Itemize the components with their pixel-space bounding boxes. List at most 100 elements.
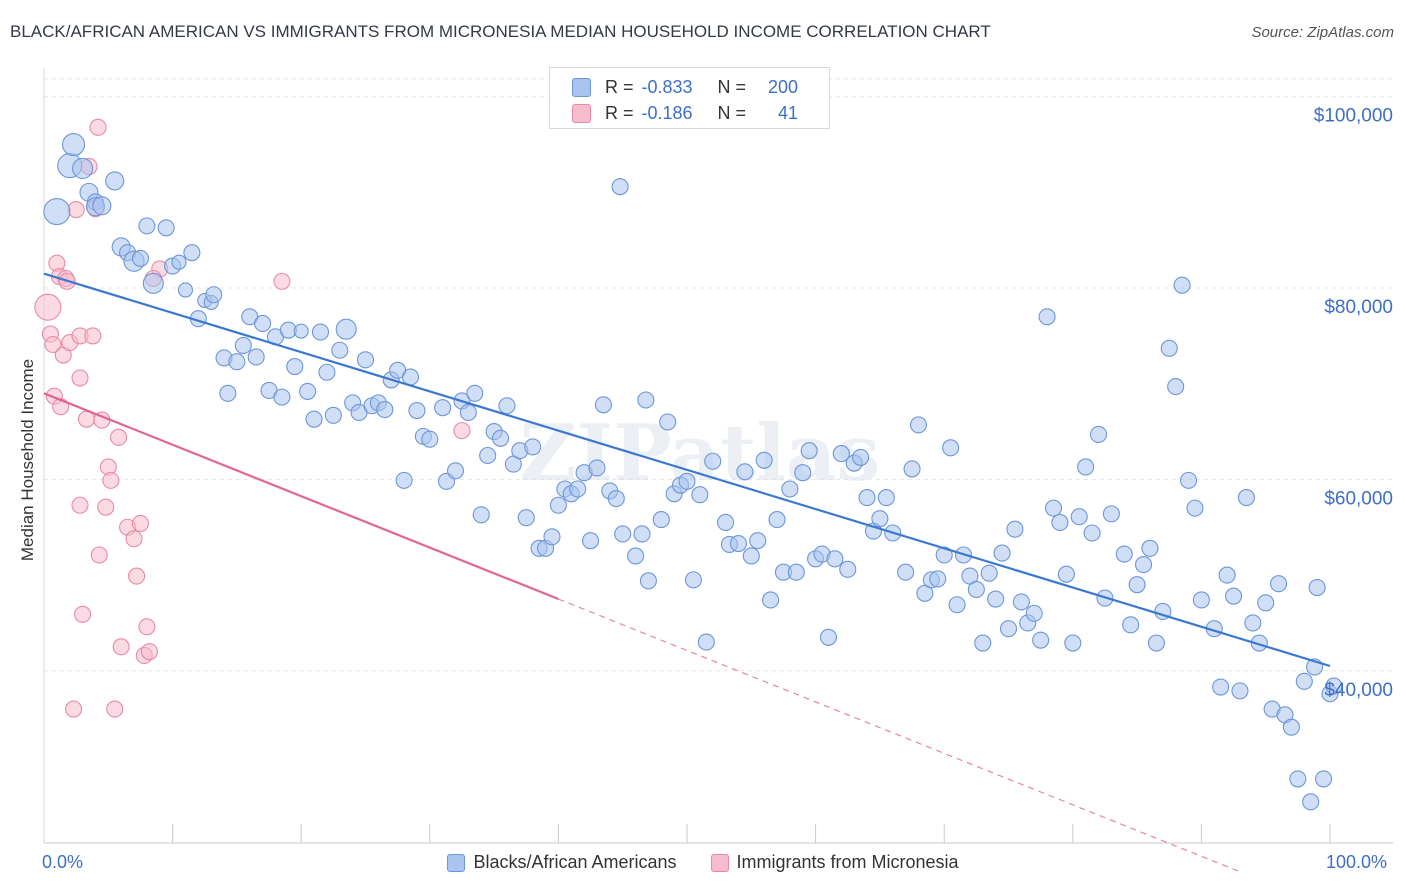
blacks-point	[980, 564, 998, 582]
legend-row-blacks: R = -0.833 N = 200	[572, 75, 798, 99]
blacks-point	[993, 544, 1011, 562]
blacks-point	[1244, 614, 1262, 632]
blacks-point	[897, 563, 915, 581]
micronesia-point	[102, 471, 120, 489]
y-tick-labels: $40,000 $60,000 $80,000 $100,000	[1314, 106, 1393, 701]
blacks-point	[1282, 718, 1300, 736]
blacks-point	[607, 490, 625, 508]
blacks-point	[877, 489, 895, 507]
blacks-point	[62, 132, 86, 157]
legend-item-blacks[interactable]: Blacks/African Americans	[447, 852, 677, 873]
blacks-point	[318, 363, 336, 381]
legend-r-value: -0.186	[641, 102, 693, 123]
blacks-point	[787, 563, 805, 581]
blacks-point	[581, 532, 600, 550]
micronesia-point	[110, 428, 128, 446]
blacks-point	[421, 430, 439, 448]
blacks-point	[376, 401, 394, 419]
micronesia-point	[71, 369, 89, 387]
blacks-point	[1237, 489, 1255, 507]
blacks-point	[935, 546, 953, 564]
blacks-point	[588, 459, 606, 477]
blacks-point	[234, 336, 252, 355]
grid-lines	[44, 78, 1393, 672]
micronesia-point	[34, 293, 62, 321]
blacks-point	[205, 286, 223, 304]
legend-item-micronesia[interactable]: Immigrants from Micronesia	[710, 852, 959, 873]
blacks-point	[832, 445, 850, 463]
blacks-point	[131, 249, 149, 267]
blacks-point	[331, 341, 349, 359]
blacks-point	[293, 323, 309, 339]
micronesia-point	[71, 496, 89, 514]
blacks-point	[491, 429, 510, 447]
correlation-legend: R = -0.833 N = 200 R = -0.186 N = 41	[549, 67, 830, 129]
blacks-point	[1025, 604, 1043, 622]
y-tick-label: $60,000	[1324, 488, 1393, 509]
blacks-point	[678, 472, 696, 490]
blacks-point	[335, 318, 357, 340]
blacks-point	[311, 323, 330, 341]
blacks-point	[1057, 565, 1075, 583]
y-tick-label: $100,000	[1314, 106, 1393, 127]
series-blacks-points	[43, 132, 1343, 811]
blacks-point	[254, 314, 272, 333]
blacks-point	[974, 634, 992, 652]
blacks-point	[324, 406, 342, 424]
blacks-point	[1077, 458, 1095, 476]
blacks-point	[697, 633, 715, 651]
micronesia-point	[138, 618, 156, 636]
blacks-point	[691, 486, 709, 504]
blacks-point	[717, 513, 735, 532]
blacks-point	[627, 547, 645, 565]
blacks-point	[1289, 770, 1307, 788]
blacks-point	[633, 525, 651, 543]
blacks-point	[299, 382, 317, 400]
micronesia-point	[89, 118, 107, 136]
blacks-point	[781, 480, 799, 498]
y-axis-label: Median Household Income	[18, 358, 37, 562]
blacks-point	[479, 446, 497, 465]
blacks-point	[228, 353, 246, 371]
blacks-point	[569, 480, 587, 498]
blacks-point	[466, 384, 484, 402]
blacks-point	[1308, 578, 1326, 597]
trend-line-micronesia-extension	[558, 598, 1241, 873]
blacks-point	[171, 254, 187, 270]
blacks-point	[356, 351, 375, 369]
blacks-point	[1225, 587, 1243, 605]
x-tick-label-right: 100.0%	[1326, 852, 1388, 872]
blacks-point	[742, 547, 760, 565]
blacks-point	[1212, 678, 1230, 696]
blacks-point	[987, 590, 1005, 608]
blacks-point	[1070, 508, 1088, 526]
blacks-point	[543, 528, 561, 546]
micronesia-point	[97, 498, 115, 516]
micronesia-point	[90, 546, 108, 564]
blacks-point	[1173, 276, 1191, 294]
blacks-point	[794, 464, 812, 482]
y-tick-label: $40,000	[1324, 680, 1393, 701]
blacks-point	[549, 496, 567, 514]
blacks-point	[105, 171, 125, 191]
blacks-point	[749, 532, 767, 550]
legend-n-value: 41	[778, 102, 799, 123]
blacks-point	[459, 403, 477, 421]
blacks-point	[839, 560, 857, 578]
blacks-point	[594, 396, 612, 414]
trend-lines	[43, 272, 1331, 873]
blacks-point	[1012, 593, 1030, 611]
blacks-point	[1179, 471, 1198, 489]
blacks-point	[684, 571, 702, 589]
blacks-point	[177, 282, 194, 298]
blacks-point	[826, 550, 844, 568]
legend-swatch-micronesia	[710, 853, 729, 872]
legend-r-label: R =	[605, 76, 634, 97]
blacks-point	[929, 570, 947, 588]
blacks-point	[517, 509, 535, 527]
blacks-point	[247, 348, 265, 366]
legend-n-label: N =	[717, 102, 747, 123]
blacks-point	[871, 510, 889, 528]
blacks-point	[1051, 513, 1069, 532]
